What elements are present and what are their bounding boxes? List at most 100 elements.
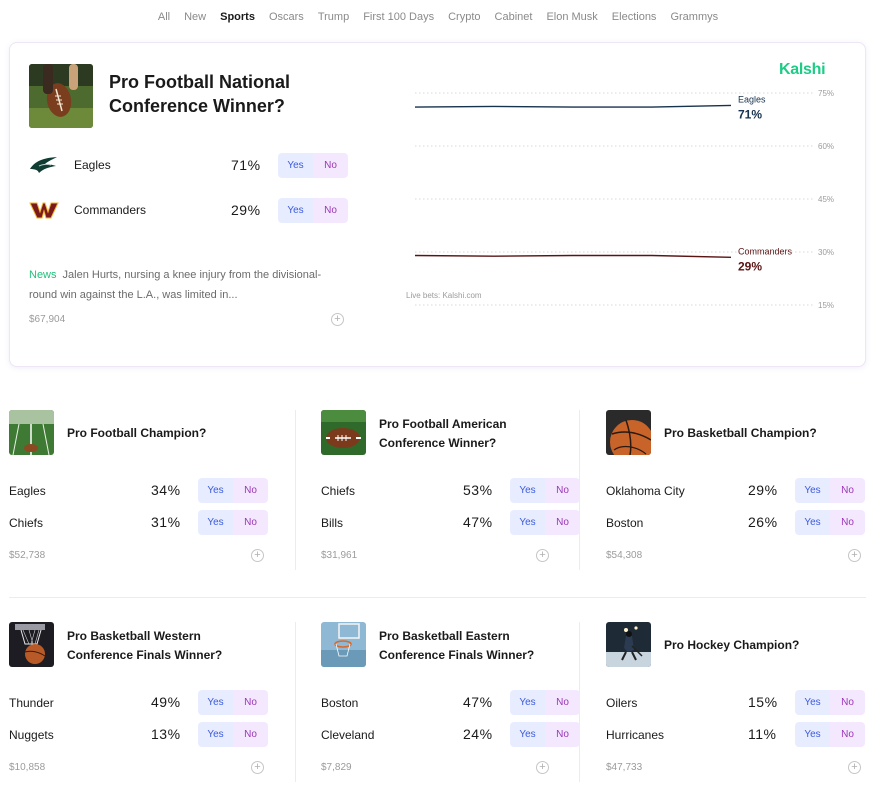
hoop-sky-image	[321, 622, 366, 667]
no-button[interactable]: No	[830, 690, 865, 715]
yes-no-group: Yes No	[510, 722, 580, 747]
yes-button[interactable]: Yes	[795, 510, 830, 535]
basketball-image	[606, 410, 651, 455]
outcome-name: Thunder	[9, 696, 54, 710]
tab-first-100-days[interactable]: First 100 Days	[363, 11, 435, 23]
add-plus-icon[interactable]: +	[331, 313, 344, 326]
card-title[interactable]: Pro Basketball Champion?	[664, 426, 817, 440]
outcome-percent: 24%	[463, 726, 493, 742]
tab-oscars[interactable]: Oscars	[268, 11, 304, 23]
add-plus-icon[interactable]: +	[848, 761, 861, 774]
market-card[interactable]: Pro Hockey Champion? Oilers 15% Yes No Hu…	[606, 622, 866, 802]
market-card[interactable]: Pro Football Champion? Eagles 34% Yes No …	[9, 410, 269, 590]
outcome-row-commanders: Commanders 29% Yes No	[29, 196, 359, 224]
outcome-name: Eagles	[74, 158, 111, 172]
chart-y-ticks: 75% 60% 45% 30% 15%	[818, 89, 834, 310]
card-title[interactable]: Pro Basketball Western Conference Finals…	[67, 629, 223, 662]
outcome-percent: 34%	[151, 482, 181, 498]
market-card[interactable]: Pro Basketball Champion? Oklahoma City 2…	[606, 410, 866, 590]
featured-title[interactable]: Pro Football National Conference Winner?	[109, 72, 291, 116]
market-card[interactable]: Pro Basketball Western Conference Finals…	[9, 622, 269, 802]
market-card[interactable]: Pro Football American Conference Winner?…	[321, 410, 581, 590]
no-button[interactable]: No	[233, 722, 268, 747]
tab-new[interactable]: New	[184, 11, 207, 23]
series-name-label: Eagles	[738, 94, 766, 104]
no-button[interactable]: No	[313, 152, 348, 178]
featured-market-card[interactable]: Pro Football National Conference Winner?…	[9, 42, 866, 367]
tab-sports[interactable]: Sports	[220, 11, 255, 23]
no-button[interactable]: No	[545, 478, 580, 503]
outcome-percent: 47%	[463, 514, 493, 530]
outcome-percent: 29%	[748, 482, 778, 498]
yes-button[interactable]: Yes	[510, 478, 545, 503]
yes-button[interactable]: Yes	[278, 152, 313, 178]
yes-no-group: Yes No	[795, 722, 865, 747]
volume-label: $10,858	[9, 762, 46, 773]
add-plus-icon[interactable]: +	[251, 761, 264, 774]
no-button[interactable]: No	[545, 722, 580, 747]
outcome-name: Chiefs	[321, 484, 356, 498]
yes-button[interactable]: Yes	[510, 690, 545, 715]
no-button[interactable]: No	[545, 510, 580, 535]
y-tick-label: 75%	[818, 89, 834, 98]
chart-source-label: Live bets: Kalshi.com	[406, 291, 482, 300]
card-title[interactable]: Pro Football Champion?	[67, 426, 207, 440]
no-button[interactable]: No	[830, 478, 865, 503]
hockey-player-image	[606, 622, 651, 667]
market-card[interactable]: Pro Basketball Eastern Conference Finals…	[321, 622, 581, 802]
column-divider	[295, 410, 296, 570]
add-plus-icon[interactable]: +	[536, 549, 549, 562]
outcome-row: Chiefs 31% Yes No	[9, 509, 269, 537]
tab-all[interactable]: All	[157, 11, 171, 23]
no-button[interactable]: No	[313, 197, 348, 223]
news-snippet[interactable]: News Jalen Hurts, nursing a knee injury f…	[29, 265, 349, 305]
no-button[interactable]: No	[830, 510, 865, 535]
tab-elections[interactable]: Elections	[611, 11, 657, 23]
card-title[interactable]: Pro Hockey Champion?	[664, 638, 800, 652]
card-title[interactable]: Pro Basketball Eastern Conference Finals…	[379, 629, 535, 662]
tab-cabinet[interactable]: Cabinet	[494, 11, 533, 23]
volume-label: $52,738	[9, 550, 46, 561]
yes-button[interactable]: Yes	[510, 510, 545, 535]
no-button[interactable]: No	[233, 690, 268, 715]
series-line-commanders	[414, 254, 732, 258]
yes-button[interactable]: Yes	[795, 690, 830, 715]
tab-trump[interactable]: Trump	[317, 11, 350, 23]
tab-grammys[interactable]: Grammys	[670, 11, 719, 23]
add-plus-icon[interactable]: +	[536, 761, 549, 774]
yes-no-group: Yes No	[795, 690, 865, 715]
yes-button[interactable]: Yes	[198, 690, 233, 715]
yes-button[interactable]: Yes	[510, 722, 545, 747]
outcome-percent: 31%	[151, 514, 181, 530]
yes-button[interactable]: Yes	[198, 478, 233, 503]
football-kickoff-image	[29, 64, 93, 128]
tab-elon-musk[interactable]: Elon Musk	[546, 11, 598, 23]
no-button[interactable]: No	[545, 690, 580, 715]
no-button[interactable]: No	[233, 510, 268, 535]
outcome-row: Nuggets 13% Yes No	[9, 721, 269, 749]
outcome-row: Boston 47% Yes No	[321, 689, 581, 717]
yes-no-group: Yes No	[278, 152, 348, 178]
outcome-name: Commanders	[74, 203, 147, 217]
yes-button[interactable]: Yes	[198, 722, 233, 747]
add-plus-icon[interactable]: +	[251, 549, 264, 562]
no-button[interactable]: No	[233, 478, 268, 503]
yes-button[interactable]: Yes	[795, 478, 830, 503]
tab-crypto[interactable]: Crypto	[448, 11, 481, 23]
basketball-hoop-image	[9, 622, 54, 667]
card-title[interactable]: Pro Football American Conference Winner?	[379, 417, 507, 450]
no-button[interactable]: No	[830, 722, 865, 747]
outcome-row: Oilers 15% Yes No	[606, 689, 866, 717]
outcome-row-eagles: Eagles 71% Yes No	[29, 151, 359, 179]
outcome-row: Chiefs 53% Yes No	[321, 477, 581, 505]
add-plus-icon[interactable]: +	[848, 549, 861, 562]
y-tick-label: 15%	[818, 301, 834, 310]
yes-button[interactable]: Yes	[198, 510, 233, 535]
outcome-row: Thunder 49% Yes No	[9, 689, 269, 717]
yes-button[interactable]: Yes	[795, 722, 830, 747]
football-field-image	[9, 410, 54, 455]
yes-button[interactable]: Yes	[278, 197, 313, 223]
outcome-row: Hurricanes 11% Yes No	[606, 721, 866, 749]
outcome-name: Oklahoma City	[606, 484, 685, 498]
outcome-name: Chiefs	[9, 516, 44, 530]
